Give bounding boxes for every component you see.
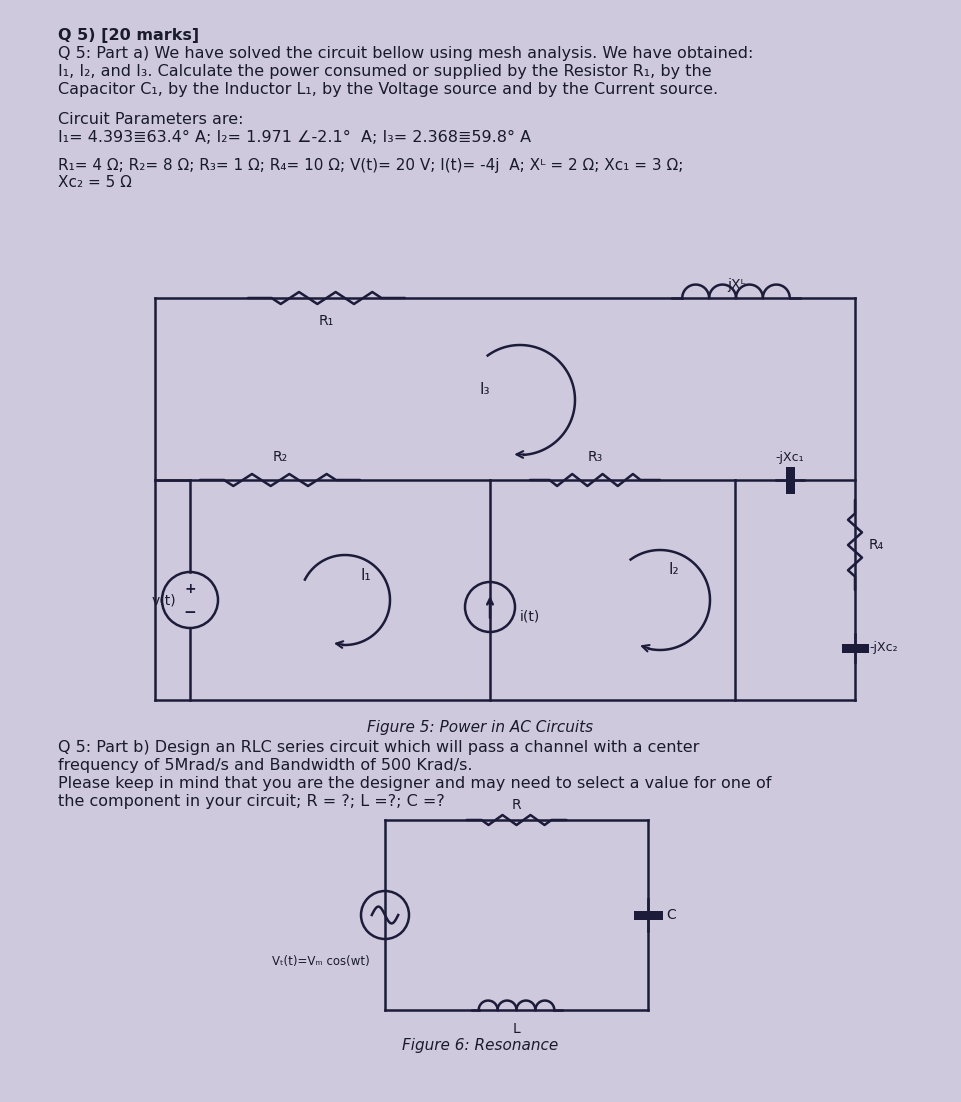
Text: Circuit Parameters are:: Circuit Parameters are:	[58, 112, 243, 127]
Text: Q 5: Part b) Design an RLC series circuit which will pass a channel with a cente: Q 5: Part b) Design an RLC series circui…	[58, 741, 700, 755]
Text: Q 5: Part a) We have solved the circuit bellow using mesh analysis. We have obta: Q 5: Part a) We have solved the circuit …	[58, 46, 753, 61]
Text: R₂: R₂	[272, 450, 287, 464]
Text: I₁, I₂, and I₃. Calculate the power consumed or supplied by the Resistor R₁, by : I₁, I₂, and I₃. Calculate the power cons…	[58, 64, 712, 79]
Text: v(t): v(t)	[152, 593, 176, 607]
Text: C: C	[666, 908, 676, 922]
Text: R₃: R₃	[587, 450, 603, 464]
Text: I₃: I₃	[480, 382, 490, 398]
Text: -jXc₁: -jXc₁	[776, 451, 804, 464]
Text: R₁: R₁	[319, 314, 334, 328]
Text: Figure 6: Resonance: Figure 6: Resonance	[402, 1038, 558, 1054]
Text: Figure 5: Power in AC Circuits: Figure 5: Power in AC Circuits	[367, 720, 593, 735]
Text: frequency of 5Mrad/s and Bandwidth of 500 Krad/s.: frequency of 5Mrad/s and Bandwidth of 50…	[58, 758, 473, 773]
Text: R₄: R₄	[869, 538, 884, 552]
Text: Q 5) [20 marks]: Q 5) [20 marks]	[58, 28, 199, 43]
Text: +: +	[185, 582, 196, 596]
Text: Vₜ(t)=Vₘ cos(wt): Vₜ(t)=Vₘ cos(wt)	[272, 955, 370, 968]
Text: -jXc₂: -jXc₂	[869, 641, 898, 655]
Text: i(t): i(t)	[520, 611, 540, 624]
Text: I₁= 4.393≣63.4° A; I₂= 1.971 ∠-2.1°  A; I₃= 2.368≣59.8° A: I₁= 4.393≣63.4° A; I₂= 1.971 ∠-2.1° A; I…	[58, 130, 531, 145]
Text: the component in your circuit; R = ?; L =?; C =?: the component in your circuit; R = ?; L …	[58, 795, 445, 809]
Text: Xc₂ = 5 Ω: Xc₂ = 5 Ω	[58, 175, 132, 190]
Text: R: R	[511, 798, 521, 812]
Text: −: −	[184, 605, 196, 620]
Text: L: L	[512, 1022, 520, 1036]
Text: R₁= 4 Ω; R₂= 8 Ω; R₃= 1 Ω; R₄= 10 Ω; V(t)= 20 V; I(t)= -4j  A; Xᴸ = 2 Ω; Xc₁ = 3: R₁= 4 Ω; R₂= 8 Ω; R₃= 1 Ω; R₄= 10 Ω; V(t…	[58, 158, 683, 173]
Text: jXᴸ: jXᴸ	[727, 278, 745, 292]
Text: Capacitor C₁, by the Inductor L₁, by the Voltage source and by the Current sourc: Capacitor C₁, by the Inductor L₁, by the…	[58, 82, 718, 97]
Text: Please keep in mind that you are the designer and may need to select a value for: Please keep in mind that you are the des…	[58, 776, 772, 791]
Text: I₂: I₂	[668, 562, 678, 577]
Text: I₁: I₁	[360, 568, 371, 583]
